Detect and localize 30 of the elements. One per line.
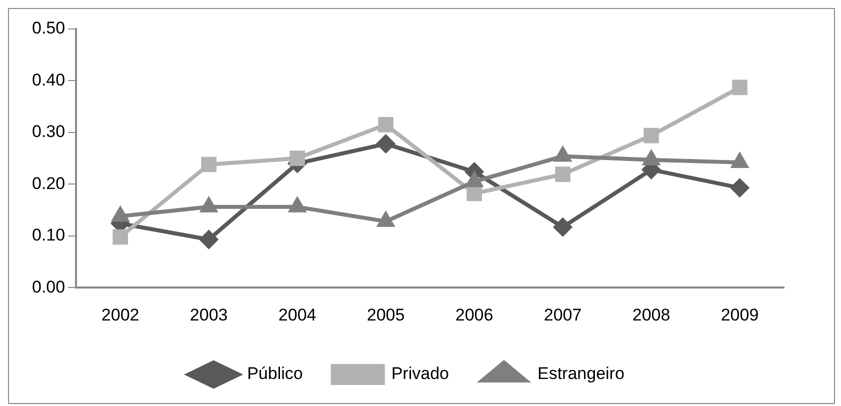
y-tick-label: 0.50 (32, 18, 66, 38)
point (644, 128, 659, 144)
x-tick-label: 2004 (278, 305, 316, 324)
point (200, 230, 218, 248)
legend-label: Público (247, 364, 303, 384)
y-tick-label: 0.30 (32, 122, 66, 142)
x-tick-label: 2006 (455, 305, 494, 324)
point (112, 229, 128, 245)
x-tick-label: 2009 (720, 305, 759, 324)
y-tick-label: 0.10 (32, 226, 66, 245)
x-tick-label: 2003 (190, 305, 228, 324)
y-tick-label: 0.20 (32, 174, 66, 193)
x-tick-label: 2007 (544, 305, 582, 324)
point (555, 166, 570, 182)
point (378, 117, 394, 132)
point (290, 150, 305, 166)
point (554, 218, 572, 236)
point (466, 172, 482, 188)
legend-label: Privado (391, 364, 449, 384)
x-tick-label: 2002 (101, 305, 140, 324)
point (732, 80, 748, 96)
y-tick-label: 0.40 (32, 70, 66, 90)
x-tick-label: 2005 (366, 305, 405, 324)
x-tick-label: 2008 (632, 305, 670, 324)
point (376, 134, 395, 153)
point (201, 156, 216, 172)
legend-label: Estrangeiro (537, 364, 624, 384)
y-tick-label: 0.00 (32, 277, 66, 296)
point (730, 178, 749, 197)
point (466, 186, 482, 202)
